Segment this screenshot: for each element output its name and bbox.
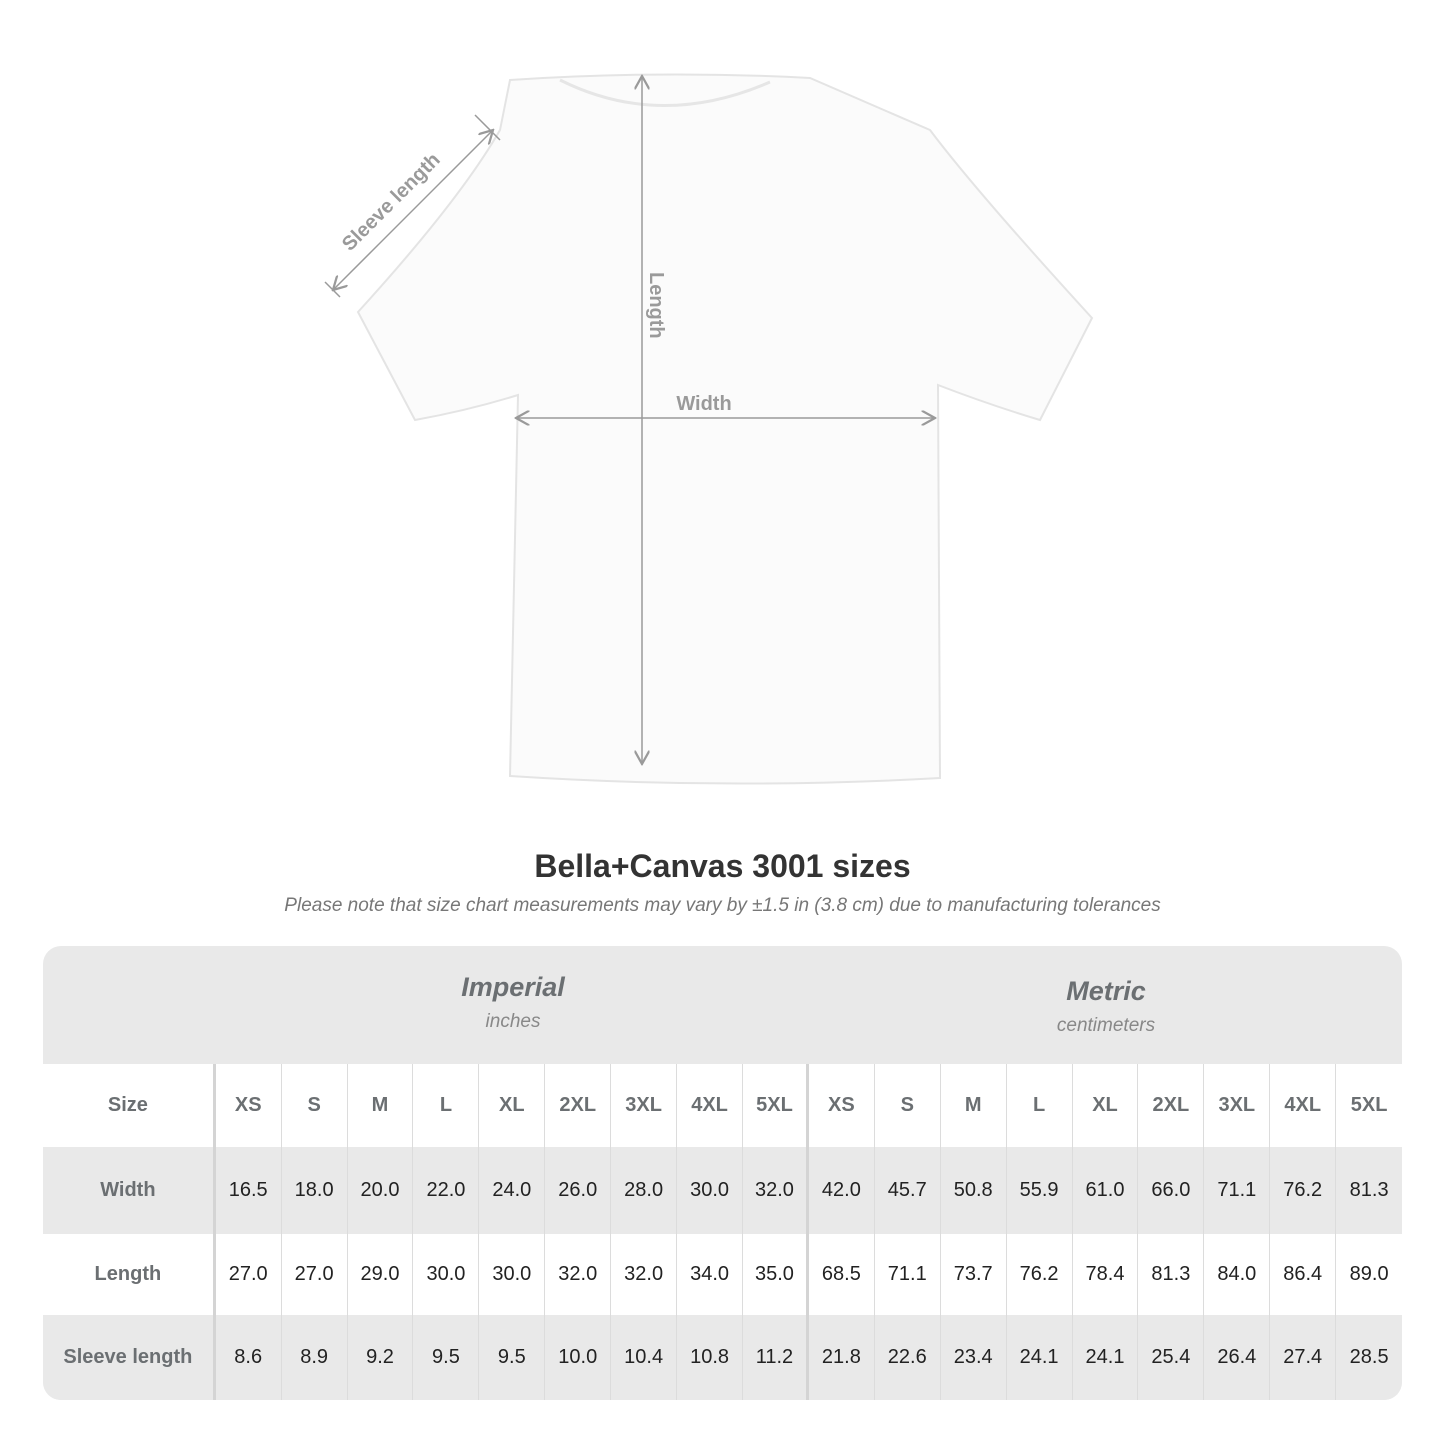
metric-size-header: 2XL — [1138, 1064, 1205, 1147]
imperial-value-cell: 30.0 — [479, 1234, 546, 1315]
imperial-size-header: L — [413, 1064, 480, 1147]
imperial-size-header: XS — [216, 1064, 282, 1147]
tshirt-shape — [356, 73, 1094, 785]
imperial-value-cell: 32.0 — [611, 1234, 678, 1315]
chart-title: Bella+Canvas 3001 sizes — [534, 848, 911, 884]
row-label: Sleeve length — [43, 1315, 216, 1400]
width-label: Width — [676, 393, 731, 415]
metric-value-cell: 26.4 — [1204, 1315, 1271, 1400]
imperial-value-cell: 20.0 — [348, 1147, 414, 1234]
metric-value-cell: 24.1 — [1073, 1315, 1139, 1400]
imperial-value-cell: 10.4 — [611, 1315, 678, 1400]
imperial-value-cell: 16.5 — [216, 1147, 282, 1234]
table-row: Length 27.0 27.0 29.0 30.0 30.0 32.0 32.0 34.0 35… — [43, 1234, 1402, 1315]
metric-value-cell: 76.2 — [1007, 1234, 1073, 1315]
metric-value-cell: 23.4 — [941, 1315, 1007, 1400]
imperial-value-cell: 22.0 — [413, 1147, 480, 1234]
metric-value-cell: 78.4 — [1073, 1234, 1139, 1315]
metric-value-cell: 42.0 — [809, 1147, 875, 1234]
imperial-value-cell: 28.0 — [611, 1147, 678, 1234]
table-row: Sleeve length 8.6 8.9 9.2 9.5 9.5 10.0 10.4 10.8… — [43, 1315, 1402, 1400]
imperial-size-header: S — [282, 1064, 348, 1147]
imperial-value-cell: 8.6 — [216, 1315, 282, 1400]
collar — [559, 78, 771, 107]
imperial-value-cell: 18.0 — [282, 1147, 348, 1234]
metric-size-header: S — [875, 1064, 941, 1147]
imperial-title: Imperial — [461, 972, 565, 1002]
imperial-value-cell: 32.0 — [743, 1147, 809, 1234]
metric-size-header: XS — [809, 1064, 875, 1147]
metric-value-cell: 28.5 — [1349, 1346, 1389, 1368]
imperial-value-cell: 27.0 — [282, 1234, 348, 1315]
imperial-value-cell: 24.0 — [479, 1147, 546, 1234]
imperial-size-header: 4XL — [677, 1064, 743, 1147]
metric-header: Metric centimeters — [810, 946, 1402, 1064]
imperial-size-header: M — [348, 1064, 414, 1147]
metric-size-header: 4XL — [1270, 1064, 1337, 1147]
row-label: Size — [43, 1064, 216, 1147]
table-row: Width 16.5 18.0 20.0 22.0 24.0 26.0 28.0 30.0 32.… — [43, 1147, 1402, 1234]
imperial-value-cell: 34.0 — [677, 1234, 743, 1315]
metric-size-header: XL — [1073, 1064, 1139, 1147]
metric-size-header: L — [1007, 1064, 1073, 1147]
metric-size-header: M — [941, 1064, 1007, 1147]
row-label: Length — [43, 1234, 216, 1315]
imperial-size-header: 2XL — [545, 1064, 612, 1147]
imperial-value-cell: 8.9 — [282, 1315, 348, 1400]
metric-value-cell: 66.0 — [1138, 1147, 1205, 1234]
imperial-value-cell: 30.0 — [413, 1234, 480, 1315]
length-label: Length — [645, 272, 667, 339]
imperial-unit: inches — [485, 1011, 541, 1032]
imperial-value-cell: 9.5 — [479, 1315, 546, 1400]
metric-value-cell: 68.5 — [809, 1234, 875, 1315]
metric-value-cell: 27.4 — [1270, 1315, 1337, 1400]
metric-value-cell: 24.1 — [1007, 1315, 1073, 1400]
imperial-value-cell: 26.0 — [545, 1147, 612, 1234]
imperial-value-cell: 29.0 — [348, 1234, 414, 1315]
imperial-value-cell: 30.0 — [677, 1147, 743, 1234]
metric-value-cell: 61.0 — [1073, 1147, 1139, 1234]
metric-unit: centimeters — [1056, 1015, 1156, 1036]
metric-value-cell: 21.8 — [809, 1315, 875, 1400]
metric-value-cell: 22.6 — [875, 1315, 941, 1400]
imperial-value-cell: 10.0 — [545, 1315, 612, 1400]
imperial-value-cell: 35.0 — [743, 1234, 809, 1315]
imperial-value-cell: 27.0 — [216, 1234, 282, 1315]
metric-value-cell: 81.3 — [1349, 1179, 1389, 1201]
size-header-row: Size XS S M L XL 2XL 3XL 4XL 5XL XS S M L XL 2XL 3XL 4XL 5… — [43, 1064, 1402, 1147]
metric-value-cell: 89.0 — [1349, 1263, 1389, 1285]
metric-value-cell: 73.7 — [941, 1234, 1007, 1315]
metric-value-cell: 84.0 — [1204, 1234, 1271, 1315]
sleeve-arrow — [333, 130, 493, 290]
imperial-size-header: 5XL — [743, 1064, 809, 1147]
metric-size-header: 5XL — [1350, 1094, 1388, 1116]
tolerance-note: Please note that size chart measurements… — [284, 895, 1161, 916]
metric-value-cell: 50.8 — [941, 1147, 1007, 1234]
imperial-value-cell: 10.8 — [677, 1315, 743, 1400]
metric-value-cell: 71.1 — [1204, 1147, 1271, 1234]
metric-value-cell: 76.2 — [1270, 1147, 1337, 1234]
imperial-value-cell: 32.0 — [545, 1234, 612, 1315]
imperial-value-cell: 11.2 — [743, 1315, 809, 1400]
imperial-size-header: XL — [479, 1064, 546, 1147]
metric-title: Metric — [1066, 976, 1146, 1006]
imperial-size-header: 3XL — [611, 1064, 678, 1147]
imperial-header: Imperial inches — [216, 946, 810, 1064]
size-table: Imperial inches Metric centimeters Size X… — [43, 946, 1402, 1400]
metric-value-cell: 81.3 — [1138, 1234, 1205, 1315]
metric-value-cell: 25.4 — [1138, 1315, 1205, 1400]
metric-value-cell: 71.1 — [875, 1234, 941, 1315]
metric-value-cell: 45.7 — [875, 1147, 941, 1234]
metric-value-cell: 86.4 — [1270, 1234, 1337, 1315]
imperial-value-cell: 9.2 — [348, 1315, 414, 1400]
tshirt-diagram: Width Length Sleeve length — [324, 73, 1094, 785]
metric-value-cell: 55.9 — [1007, 1147, 1073, 1234]
imperial-value-cell: 9.5 — [413, 1315, 480, 1400]
row-label: Width — [43, 1147, 216, 1234]
metric-size-header: 3XL — [1204, 1064, 1271, 1147]
